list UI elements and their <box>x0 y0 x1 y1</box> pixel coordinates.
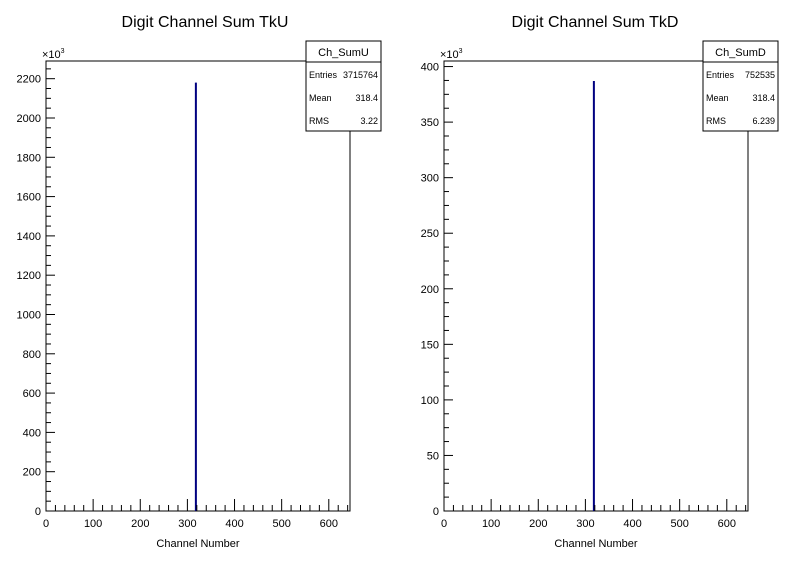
stats-name: Ch_SumU <box>318 47 369 59</box>
stats-label-rms: RMS <box>706 116 726 126</box>
x-axis-title: Channel Number <box>156 538 239 550</box>
stats-label-entries: Entries <box>706 70 735 80</box>
y-tick-label: 400 <box>421 62 439 74</box>
x-tick-label: 100 <box>482 518 500 530</box>
histogram-bin-0 <box>194 82 197 511</box>
multiplier-base: ×10 <box>440 49 459 61</box>
stats-value-mean: 318.4 <box>752 93 775 103</box>
x-tick-label: 200 <box>529 518 547 530</box>
stats-value-entries: 752535 <box>745 70 775 80</box>
y-tick-label: 1000 <box>17 309 41 321</box>
y-tick-label: 800 <box>23 349 41 361</box>
y-tick-label: 200 <box>421 284 439 296</box>
x-tick-label: 600 <box>718 518 736 530</box>
stats-name: Ch_SumD <box>715 47 766 59</box>
x-tick-label: 500 <box>272 518 290 530</box>
y-axis-multiplier: ×103 <box>42 48 65 61</box>
multiplier-exponent: 3 <box>459 48 463 55</box>
x-tick-label: 0 <box>441 518 447 530</box>
stats-label-mean: Mean <box>309 93 332 103</box>
y-tick-label: 1600 <box>17 192 41 204</box>
y-axis-multiplier: ×103 <box>440 48 463 61</box>
y-tick-label: 50 <box>427 450 439 462</box>
y-tick-label: 2000 <box>17 113 41 125</box>
stats-box: Ch_SumU Entries 3715764 Mean 318.4 RMS 3.22 <box>305 40 382 132</box>
x-tick-label: 500 <box>670 518 688 530</box>
y-tick-label: 300 <box>421 173 439 185</box>
x-tick-label: 300 <box>178 518 196 530</box>
plot-frame <box>443 60 749 512</box>
x-tick-label: 400 <box>225 518 243 530</box>
histogram-panel-1: Digit Channel Sum TkU 0 100 200 300 400 500 600… <box>17 14 382 550</box>
x-tick-label: 100 <box>84 518 102 530</box>
x-axis-title: Channel Number <box>554 538 637 550</box>
multiplier-exponent: 3 <box>61 48 65 55</box>
x-tick-label: 400 <box>623 518 641 530</box>
stats-value-mean: 318.4 <box>355 93 378 103</box>
stats-label-entries: Entries <box>309 70 338 80</box>
multiplier-base: ×10 <box>42 49 61 61</box>
y-tick-label: 1200 <box>17 270 41 282</box>
y-tick-label: 150 <box>421 339 439 351</box>
stats-value-rms: 6.239 <box>752 116 775 126</box>
stats-label-rms: RMS <box>309 116 329 126</box>
stats-value-entries: 3715764 <box>343 70 378 80</box>
y-tick-label: 1800 <box>17 152 41 164</box>
y-tick-label: 350 <box>421 117 439 129</box>
x-tick-label: 0 <box>43 518 49 530</box>
y-tick-label: 1400 <box>17 231 41 243</box>
x-tick-label: 600 <box>320 518 338 530</box>
chart-title: Digit Channel Sum TkD <box>512 14 679 31</box>
stats-box-frame <box>305 40 382 132</box>
y-tick-label: 2200 <box>17 74 41 86</box>
stats-label-mean: Mean <box>706 93 729 103</box>
chart-title: Digit Channel Sum TkU <box>122 14 289 31</box>
y-tick-label: 100 <box>421 395 439 407</box>
x-tick-label: 200 <box>131 518 149 530</box>
stats-box: Ch_SumD Entries 752535 Mean 318.4 RMS 6.239 <box>702 40 779 132</box>
stats-value-rms: 3.22 <box>360 116 378 126</box>
y-tick-label: 400 <box>23 427 41 439</box>
y-tick-label: 250 <box>421 228 439 240</box>
y-tick-label: 200 <box>23 467 41 479</box>
x-tick-label: 300 <box>576 518 594 530</box>
y-tick-label: 0 <box>35 506 41 518</box>
stats-box-frame <box>702 40 779 132</box>
histogram-bin-0 <box>592 81 595 511</box>
y-tick-label: 0 <box>433 506 439 518</box>
plot-frame <box>45 60 351 512</box>
y-tick-label: 600 <box>23 388 41 400</box>
